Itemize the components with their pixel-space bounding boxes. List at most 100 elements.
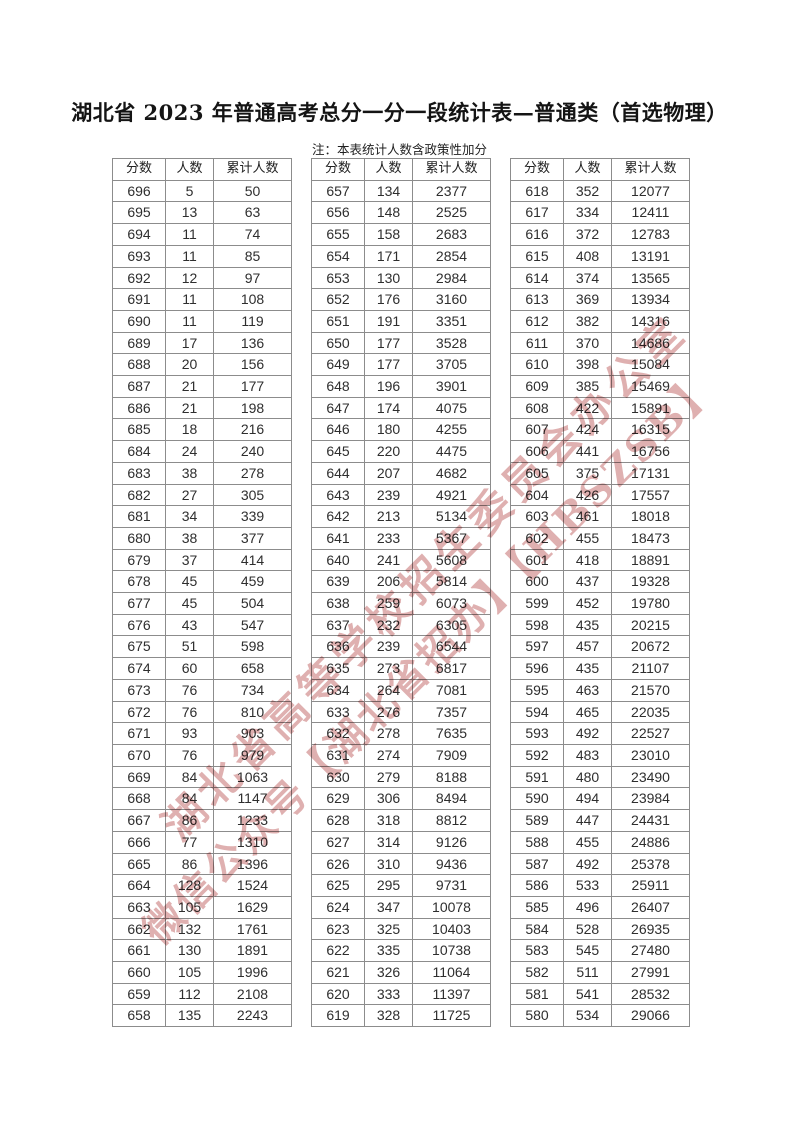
count-cell: 76 xyxy=(165,678,214,702)
table-row: 668 84 1147 xyxy=(112,787,292,811)
count-cell: 528 xyxy=(563,917,612,941)
score-cell: 625 xyxy=(311,874,365,897)
table-row: 588 455 24886 xyxy=(510,830,690,854)
score-cell: 621 xyxy=(311,961,365,984)
score-cell: 691 xyxy=(112,288,166,311)
count-cell: 171 xyxy=(364,244,413,268)
count-cell: 492 xyxy=(563,722,612,745)
count-cell: 418 xyxy=(563,548,612,572)
count-cell: 177 xyxy=(364,331,413,355)
score-cell: 580 xyxy=(510,1004,564,1028)
table-row: 644 207 4682 xyxy=(311,461,491,485)
score-cell: 649 xyxy=(311,353,365,377)
count-cell: 533 xyxy=(563,874,612,897)
score-cell: 679 xyxy=(112,548,166,572)
table-row: 612 382 14316 xyxy=(510,309,690,333)
count-cell: 239 xyxy=(364,635,413,659)
count-cell: 233 xyxy=(364,526,413,550)
cumulative-cell: 21570 xyxy=(611,678,690,702)
cumulative-cell: 24431 xyxy=(611,809,690,832)
cumulative-cell: 598 xyxy=(213,635,292,659)
table-row: 688 20 156 xyxy=(112,353,292,377)
table-row: 665 86 1396 xyxy=(112,852,292,876)
count-cell: 441 xyxy=(563,440,612,463)
score-cell: 614 xyxy=(510,266,564,290)
count-cell: 465 xyxy=(563,700,612,724)
score-cell: 646 xyxy=(311,418,365,442)
cumulative-cell: 4255 xyxy=(412,418,491,442)
score-cell: 648 xyxy=(311,375,365,398)
cumulative-cell: 10078 xyxy=(412,895,491,919)
table-row: 675 51 598 xyxy=(112,635,292,659)
score-cell: 658 xyxy=(112,1004,166,1028)
table-row: 595 463 21570 xyxy=(510,678,690,702)
score-cell: 642 xyxy=(311,505,365,528)
column-header: 分数 xyxy=(112,158,166,181)
cumulative-cell: 27480 xyxy=(611,939,690,963)
table-row: 633 276 7357 xyxy=(311,700,491,724)
cumulative-cell: 25378 xyxy=(611,852,690,876)
count-cell: 241 xyxy=(364,548,413,572)
cumulative-cell: 20672 xyxy=(611,635,690,659)
cumulative-cell: 377 xyxy=(213,526,292,550)
cumulative-cell: 15469 xyxy=(611,375,690,398)
table-row: 614 374 13565 xyxy=(510,266,690,290)
cumulative-cell: 18473 xyxy=(611,526,690,550)
count-cell: 21 xyxy=(165,375,214,398)
table-row: 586 533 25911 xyxy=(510,874,690,897)
table-row: 636 239 6544 xyxy=(311,635,491,659)
table-row: 617 334 12411 xyxy=(510,201,690,225)
column-header: 累计人数 xyxy=(213,158,292,181)
cumulative-cell: 2377 xyxy=(412,179,491,203)
cumulative-cell: 12411 xyxy=(611,201,690,225)
table-row: 643 239 4921 xyxy=(311,483,491,507)
score-cell: 583 xyxy=(510,939,564,963)
score-cell: 685 xyxy=(112,418,166,442)
count-cell: 196 xyxy=(364,375,413,398)
count-cell: 76 xyxy=(165,743,214,767)
count-cell: 84 xyxy=(165,787,214,811)
count-cell: 328 xyxy=(364,1004,413,1028)
cumulative-cell: 979 xyxy=(213,743,292,767)
table-row: 629 306 8494 xyxy=(311,787,491,811)
count-cell: 239 xyxy=(364,483,413,507)
count-cell: 45 xyxy=(165,592,214,615)
cumulative-cell: 156 xyxy=(213,353,292,377)
table-row: 687 21 177 xyxy=(112,375,292,398)
score-cell: 677 xyxy=(112,592,166,615)
count-cell: 480 xyxy=(563,765,612,789)
score-cell: 626 xyxy=(311,852,365,876)
table-row: 598 435 20215 xyxy=(510,613,690,637)
count-cell: 335 xyxy=(364,939,413,963)
table-row: 647 174 4075 xyxy=(311,396,491,420)
count-cell: 494 xyxy=(563,787,612,811)
cumulative-cell: 3528 xyxy=(412,331,491,355)
table-row: 679 37 414 xyxy=(112,548,292,572)
table-row: 692 12 97 xyxy=(112,266,292,290)
score-cell: 641 xyxy=(311,526,365,550)
column-header: 人数 xyxy=(563,158,612,181)
score-cell: 663 xyxy=(112,895,166,919)
cumulative-cell: 2854 xyxy=(412,244,491,268)
table-row: 582 511 27991 xyxy=(510,961,690,984)
table-row: 671 93 903 xyxy=(112,722,292,745)
count-cell: 457 xyxy=(563,635,612,659)
cumulative-cell: 240 xyxy=(213,440,292,463)
count-cell: 158 xyxy=(364,223,413,246)
table-row: 611 370 14686 xyxy=(510,331,690,355)
table-row: 685 18 216 xyxy=(112,418,292,442)
table-row: 666 77 1310 xyxy=(112,830,292,854)
table-row: 694 11 74 xyxy=(112,223,292,246)
column-header: 累计人数 xyxy=(611,158,690,181)
score-cell: 592 xyxy=(510,743,564,767)
score-cell: 587 xyxy=(510,852,564,876)
count-cell: 408 xyxy=(563,244,612,268)
table-row: 630 279 8188 xyxy=(311,765,491,789)
column-header: 人数 xyxy=(364,158,413,181)
score-cell: 615 xyxy=(510,244,564,268)
count-cell: 374 xyxy=(563,266,612,290)
table-row: 622 335 10738 xyxy=(311,939,491,963)
score-cell: 602 xyxy=(510,526,564,550)
table-row: 642 213 5134 xyxy=(311,505,491,528)
score-cell: 667 xyxy=(112,809,166,832)
